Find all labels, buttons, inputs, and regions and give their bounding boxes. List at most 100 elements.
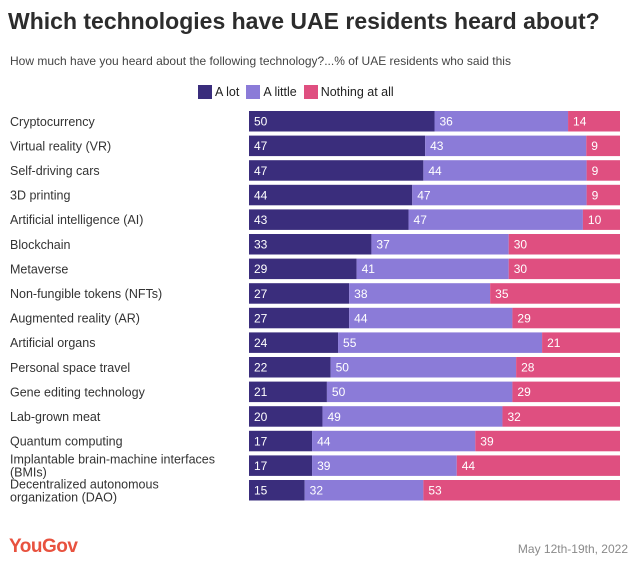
category-label-3d-printing: 3D printing [10, 189, 70, 203]
category-label-augmented-reality-ar: Augmented reality (AR) [10, 312, 140, 326]
bar-a-little-decentralized-autonomous-organization-dao [304, 480, 424, 501]
stacked-bar-chart: Cryptocurrency 50 36 14 Virtual reality (VR)… [10, 111, 620, 504]
value-label-a-lot-metaverse: 29 [254, 262, 268, 276]
bar-a-lot-implantable-brain-machine-interfaces-bmis [249, 455, 313, 476]
category-label-decentralized-autonomous-organization-dao: Decentralized autonomous organization (DA… [10, 477, 159, 504]
value-label-a-little-quantum-computing: 44 [317, 434, 331, 448]
value-label-a-lot-personal-space-travel: 22 [254, 361, 268, 375]
category-label-gene-editing-technology: Gene editing technology [10, 385, 146, 399]
bar-nothing-at-all-augmented-reality-ar [512, 307, 620, 329]
bar-a-lot-gene-editing-technology [249, 381, 327, 403]
legend-item-a-lot: A lot [198, 85, 239, 99]
value-label-a-lot-augmented-reality-ar: 27 [254, 311, 268, 325]
survey-date: May 12th-19th, 2022 [517, 542, 628, 556]
bar-a-lot-virtual-reality-vr [249, 135, 426, 157]
value-label-nothing-at-all-virtual-reality-vr: 9 [591, 139, 598, 153]
value-label-a-little-implantable-brain-machine-interfaces-bmis: 39 [317, 459, 331, 473]
legend-item-a-little: A little [246, 85, 297, 99]
value-label-nothing-at-all-metaverse: 30 [514, 262, 528, 276]
value-label-a-little-metaverse: 41 [362, 262, 376, 276]
legend-label-a-little: A little [263, 85, 297, 99]
value-label-a-lot-decentralized-autonomous-organization-dao: 15 [254, 484, 268, 498]
category-label-lab-grown-meat: Lab-grown meat [10, 410, 101, 424]
bar-a-little-artificial-intelligence-ai [408, 209, 583, 230]
bar-nothing-at-all-personal-space-travel [516, 357, 620, 378]
value-label-a-little-self-driving-cars: 44 [428, 164, 442, 178]
value-label-nothing-at-all-self-driving-cars: 9 [592, 164, 599, 178]
bar-nothing-at-all-blockchain [508, 234, 620, 255]
yougov-logo: YouGov [9, 536, 78, 557]
value-label-nothing-at-all-decentralized-autonomous-organization-dao: 53 [428, 484, 442, 498]
value-label-a-little-virtual-reality-vr: 43 [430, 139, 444, 153]
bar-nothing-at-all-artificial-organs [542, 332, 620, 353]
category-label-non-fungible-tokens-nfts: Non-fungible tokens (NFTs) [10, 287, 162, 301]
bar-a-lot-quantum-computing [249, 430, 313, 452]
value-label-a-lot-artificial-organs: 24 [254, 336, 268, 350]
bar-a-little-blockchain [371, 234, 509, 255]
value-label-a-little-personal-space-travel: 50 [336, 361, 350, 375]
bar-a-lot-augmented-reality-ar [249, 307, 350, 329]
bar-nothing-at-all-decentralized-autonomous-organization-dao [423, 480, 620, 501]
value-label-a-little-3d-printing: 47 [417, 188, 431, 202]
value-label-nothing-at-all-gene-editing-technology: 29 [517, 385, 531, 399]
bar-nothing-at-all-lab-grown-meat [502, 406, 620, 427]
bar-nothing-at-all-self-driving-cars [586, 160, 620, 181]
value-label-a-little-artificial-intelligence-ai: 47 [414, 213, 428, 227]
legend-swatch-a-little [246, 85, 261, 99]
bar-nothing-at-all-implantable-brain-machine-interfaces-bmis [456, 455, 620, 476]
bar-nothing-at-all-quantum-computing [475, 430, 620, 452]
value-label-nothing-at-all-lab-grown-meat: 32 [507, 410, 521, 424]
category-label-quantum-computing: Quantum computing [10, 435, 123, 449]
value-label-nothing-at-all-blockchain: 30 [514, 238, 528, 252]
category-label-implantable-brain-machine-interfaces-bmis: Implantable brain-machine interfaces (BMI… [10, 453, 215, 480]
bar-a-little-metaverse [356, 258, 509, 280]
category-label-metaverse: Metaverse [10, 262, 68, 276]
value-label-nothing-at-all-personal-space-travel: 28 [521, 361, 535, 375]
value-label-a-lot-quantum-computing: 17 [254, 434, 268, 448]
category-label-cryptocurrency: Cryptocurrency [10, 115, 95, 129]
value-label-a-lot-3d-printing: 44 [254, 188, 268, 202]
value-label-a-lot-artificial-intelligence-ai: 43 [254, 213, 268, 227]
value-label-nothing-at-all-quantum-computing: 39 [480, 434, 494, 448]
bar-nothing-at-all-virtual-reality-vr [586, 135, 620, 157]
legend-swatch-nothing-at-all [303, 85, 318, 99]
legend: A lot A little Nothing at all [198, 84, 401, 100]
value-label-a-little-blockchain: 37 [376, 238, 390, 252]
bar-a-lot-personal-space-travel [249, 357, 331, 378]
bar-nothing-at-all-artificial-intelligence-ai [582, 209, 620, 230]
bar-a-lot-self-driving-cars [249, 160, 424, 181]
bar-a-lot-lab-grown-meat [249, 406, 323, 427]
value-label-nothing-at-all-cryptocurrency: 14 [573, 115, 587, 129]
value-label-a-lot-blockchain: 33 [254, 238, 268, 252]
bar-a-little-personal-space-travel [330, 357, 517, 378]
bar-a-little-gene-editing-technology [326, 381, 513, 403]
bar-a-little-3d-printing [412, 184, 587, 206]
value-label-a-little-lab-grown-meat: 49 [327, 410, 341, 424]
bar-a-little-cryptocurrency [434, 111, 569, 132]
value-label-a-little-augmented-reality-ar: 44 [354, 311, 368, 325]
bar-a-lot-artificial-organs [249, 332, 339, 353]
chart-title: Which technologies have UAE residents he… [8, 8, 600, 34]
value-label-a-little-non-fungible-tokens-nfts: 38 [354, 287, 368, 301]
category-label-personal-space-travel: Personal space travel [10, 361, 130, 375]
bar-nothing-at-all-non-fungible-tokens-nfts [490, 283, 620, 304]
bar-a-lot-non-fungible-tokens-nfts [249, 283, 350, 304]
value-label-nothing-at-all-artificial-organs: 21 [547, 336, 561, 350]
bar-a-little-lab-grown-meat [322, 406, 503, 427]
category-label-self-driving-cars: Self-driving cars [10, 164, 100, 178]
category-label-virtual-reality-vr: Virtual reality (VR) [10, 139, 111, 153]
value-label-a-lot-non-fungible-tokens-nfts: 27 [254, 287, 268, 301]
bar-a-little-non-fungible-tokens-nfts [349, 283, 491, 304]
category-label-blockchain: Blockchain [10, 238, 70, 252]
bar-nothing-at-all-3d-printing [586, 184, 620, 206]
category-label-artificial-organs: Artificial organs [10, 336, 95, 350]
value-label-a-little-gene-editing-technology: 50 [332, 385, 346, 399]
bar-a-lot-3d-printing [249, 184, 413, 206]
value-label-a-little-decentralized-autonomous-organization-dao: 32 [310, 484, 324, 498]
value-label-a-lot-self-driving-cars: 47 [254, 164, 268, 178]
bar-a-lot-decentralized-autonomous-organization-dao [249, 480, 305, 501]
value-label-a-lot-implantable-brain-machine-interfaces-bmis: 17 [254, 459, 268, 473]
value-label-nothing-at-all-augmented-reality-ar: 29 [517, 311, 531, 325]
value-label-a-lot-gene-editing-technology: 21 [254, 385, 268, 399]
bar-a-lot-blockchain [249, 234, 372, 255]
